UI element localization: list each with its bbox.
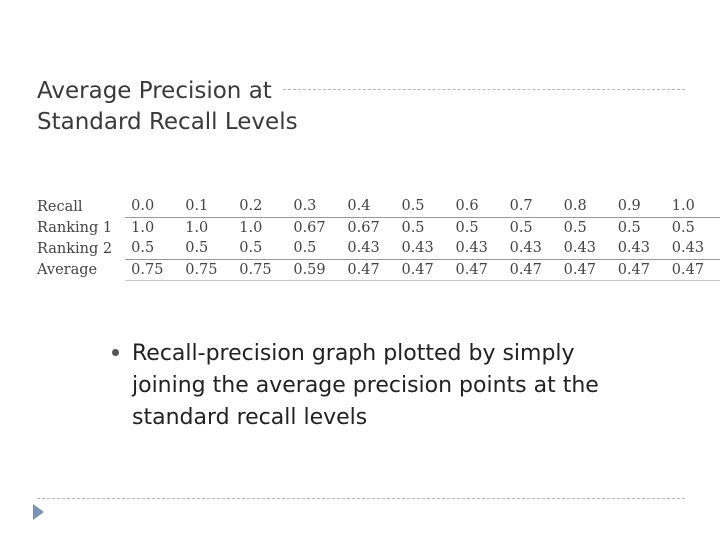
- table-cell: 0.47: [503, 259, 558, 281]
- table-cell: 0.67: [347, 219, 380, 236]
- slide-title-line-2: Standard Recall Levels: [37, 109, 298, 135]
- table-cell: 0.43: [557, 238, 612, 260]
- slide-title-line-1: Average Precision at: [37, 78, 272, 104]
- precision-recall-table: Recall 0.0 0.1 0.2 0.3 0.4 0.5 0.6 0.7 0…: [37, 196, 720, 281]
- table-cell: 0.5: [287, 238, 342, 260]
- table-cell: 0.5: [455, 219, 479, 236]
- table-cell: 0.3: [287, 196, 342, 218]
- triangle-marker-icon: [33, 504, 44, 520]
- table-cell: 0.75: [125, 259, 180, 281]
- table-cell: 0.43: [503, 238, 558, 260]
- table-cell: 1.0: [665, 196, 720, 218]
- table-cell: 0.43: [341, 238, 396, 260]
- table-cell: 0.43: [665, 238, 720, 260]
- table-cell: 0.43: [611, 238, 666, 260]
- table-cell: 0.4: [341, 196, 396, 218]
- table-cell: 0.47: [557, 259, 612, 281]
- bullet-dot-icon: [112, 349, 119, 356]
- table-cell: 0.5: [617, 219, 641, 236]
- table-cell: 0.47: [449, 259, 504, 281]
- table-row-ranking-1: Ranking 1 1.0 1.0 1.0 0.67 0.67 0.5 0.5 …: [37, 217, 720, 238]
- table-cell: 1.0: [185, 219, 209, 236]
- row-label: Ranking 2: [37, 240, 113, 257]
- table-cell: 0.5: [671, 219, 695, 236]
- table-cell: 0.47: [395, 259, 450, 281]
- table-cell: 0.5: [509, 219, 533, 236]
- table-cell: 0.6: [449, 196, 504, 218]
- table-cell: 0.43: [449, 238, 504, 260]
- table-cell: 0.7: [503, 196, 558, 218]
- table-cell: 0.5: [395, 196, 450, 218]
- table-cell: 1.0: [131, 219, 155, 236]
- table-cell: 0.0: [125, 196, 180, 218]
- slide-title: Average Precision at Standard Recall Lev…: [37, 76, 298, 138]
- table-cell: 0.47: [341, 259, 396, 281]
- table-cell: 0.5: [125, 238, 180, 260]
- table-cell: 0.59: [287, 259, 342, 281]
- table-cell: 0.8: [557, 196, 612, 218]
- bullet-item: Recall-precision graph plotted by simply…: [112, 338, 632, 434]
- table-cell: 0.75: [179, 259, 234, 281]
- table-cell: 0.75: [233, 259, 288, 281]
- table-cell: 0.47: [665, 259, 720, 281]
- table-cell: 0.43: [395, 238, 450, 260]
- bullet-text: Recall-precision graph plotted by simply…: [132, 341, 599, 430]
- top-dashed-rule: [283, 89, 685, 90]
- table-row-average: Average 0.75 0.75 0.75 0.59 0.47 0.47 0.…: [37, 259, 720, 281]
- row-label: Recall: [37, 198, 83, 215]
- table-row-recall: Recall 0.0 0.1 0.2 0.3 0.4 0.5 0.6 0.7 0…: [37, 196, 720, 218]
- table-cell: 0.2: [233, 196, 288, 218]
- table-cell: 0.5: [233, 238, 288, 260]
- table-cell: 0.5: [179, 238, 234, 260]
- bullet-list: Recall-precision graph plotted by simply…: [112, 338, 632, 434]
- bottom-dashed-rule: [37, 498, 685, 499]
- table-cell: 0.9: [611, 196, 666, 218]
- table-cell: 0.5: [401, 219, 425, 236]
- table-cell: 0.67: [293, 219, 326, 236]
- table-row-ranking-2: Ranking 2 0.5 0.5 0.5 0.5 0.43 0.43 0.43…: [37, 238, 720, 260]
- table-cell: 1.0: [239, 219, 263, 236]
- table-cell: 0.5: [563, 219, 587, 236]
- row-label: Average: [37, 261, 98, 278]
- table-cell: 0.47: [611, 259, 666, 281]
- row-label: Ranking 1: [37, 219, 113, 236]
- table-cell: 0.1: [179, 196, 234, 218]
